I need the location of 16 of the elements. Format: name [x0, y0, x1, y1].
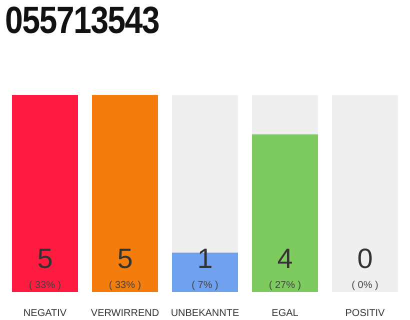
data-label: 4 — [277, 243, 293, 274]
chart-title: 055713543 — [5, 0, 160, 43]
data-label: 1 — [197, 243, 213, 274]
x-tick-label: VERWIRREND — [90, 308, 160, 319]
annotation: ( 7% ) — [192, 280, 218, 291]
annotation: ( 27% ) — [268, 280, 302, 291]
x-tick-label: EGAL — [272, 308, 299, 319]
x-tick-label: POSITIV — [345, 308, 386, 319]
x-tick-label: NEGATIV — [23, 308, 67, 319]
data-label: 5 — [37, 243, 53, 274]
annotation: ( 33% ) — [28, 280, 62, 291]
data-label: 5 — [117, 243, 133, 274]
data-label: 0 — [357, 243, 373, 274]
x-tick-label: UNBEKANNTE — [170, 308, 240, 319]
annotation: ( 0% ) — [352, 280, 378, 291]
annotation: ( 33% ) — [108, 280, 142, 291]
